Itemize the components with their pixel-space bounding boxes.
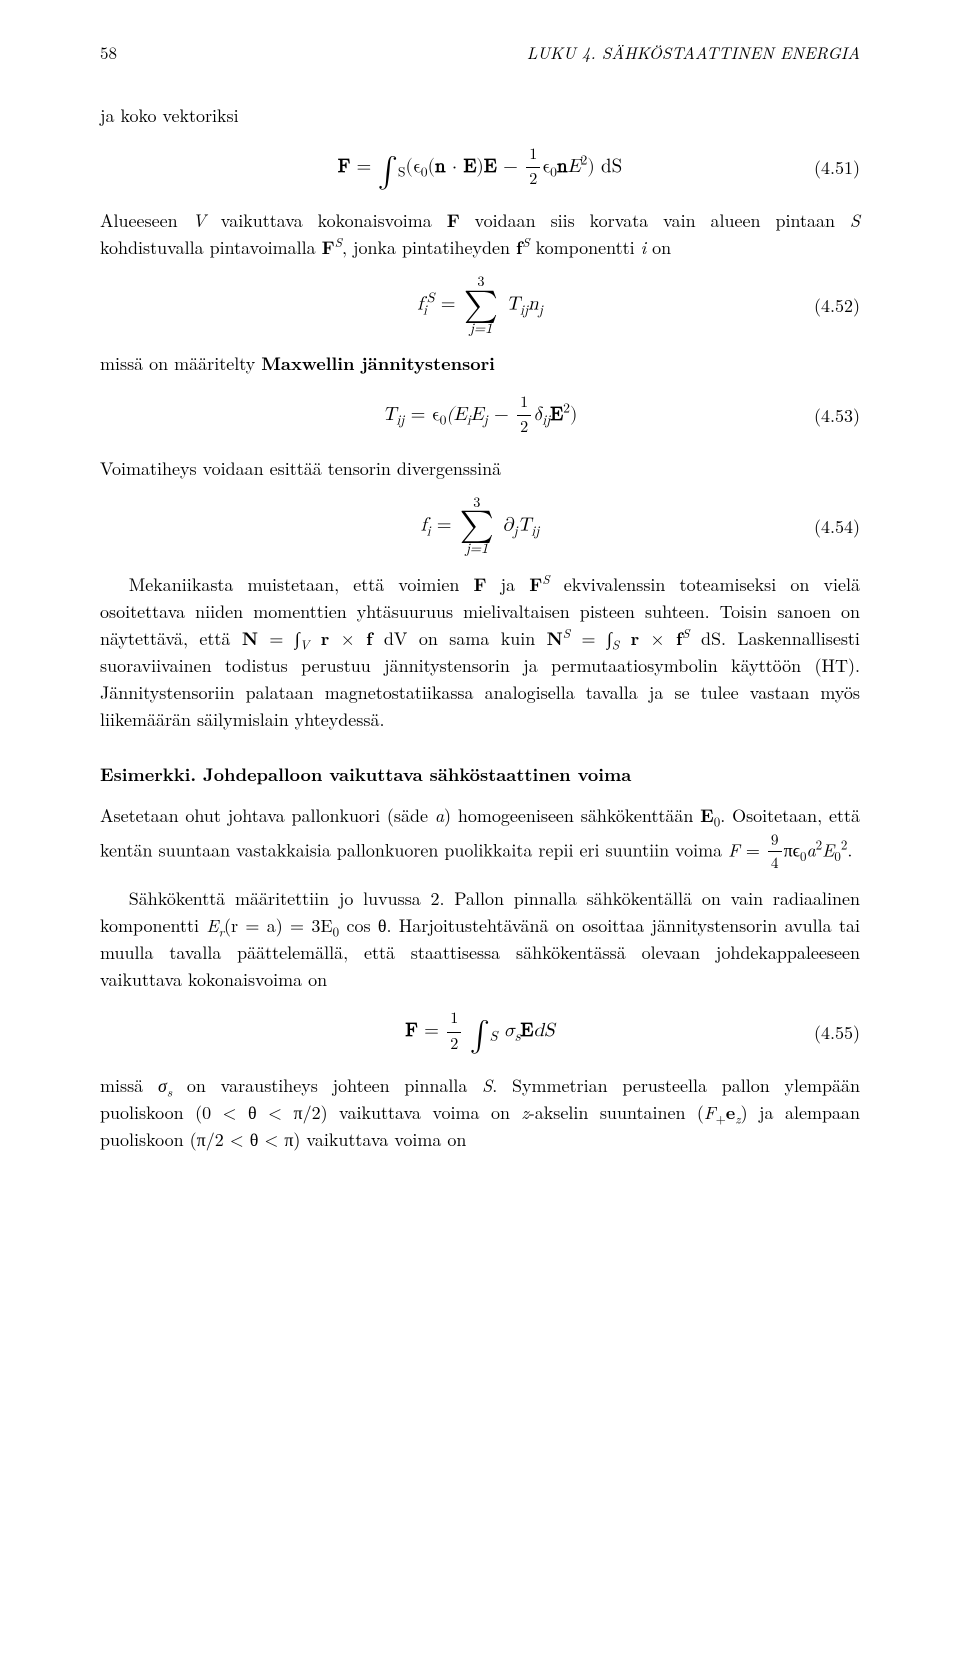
equation-4-54-body: fi = 3∑j=1 ∂jTij: [421, 496, 540, 557]
para-5: Mekaniikasta muistetaan, että voimien F …: [100, 571, 860, 733]
para-3: missä on määritelty Maxwellin jännityste…: [100, 350, 860, 377]
chapter-title: LUKU 4. SÄHKÖSTAATTINEN ENERGIA: [527, 40, 860, 66]
equation-4-53-body: Tij = ϵ0(EiEj − 12δijE2): [383, 391, 578, 440]
example-label: Esimerkki.: [100, 762, 196, 787]
equation-4-52-number: (4.52): [814, 292, 860, 319]
equation-4-55-number: (4.55): [814, 1019, 860, 1046]
para-6: Asetetaan ohut johtava pallonkuori (säde…: [100, 802, 860, 876]
page-header: 58 LUKU 4. SÄHKÖSTAATTINEN ENERGIA: [100, 40, 860, 66]
page-number: 58: [100, 40, 117, 66]
equation-4-54-number: (4.54): [814, 513, 860, 540]
para-4: Voimatiheys voidaan esittää tensorin div…: [100, 455, 860, 482]
intro-line: ja koko vektoriksi: [100, 102, 860, 129]
equation-4-53-number: (4.53): [814, 402, 860, 429]
para-2: Alueeseen V vaikuttava kokonaisvoima F v…: [100, 207, 860, 261]
equation-4-52: fiS = 3∑j=1 Tijnj (4.52): [100, 275, 860, 336]
para-7: Sähkökenttä määritettiin jo luvussa 2. P…: [100, 885, 860, 993]
equation-4-51-body: F = ∫S(ϵ0(n · E)E − 12ϵ0nE2) dS: [338, 143, 622, 194]
equation-4-52-body: fiS = 3∑j=1 Tijnj: [417, 275, 543, 336]
example-title: Johdepalloon vaikuttava sähköstaattinen …: [196, 762, 631, 787]
example-heading: Esimerkki. Johdepalloon vaikuttava sähkö…: [100, 761, 860, 788]
equation-4-54: fi = 3∑j=1 ∂jTij (4.54): [100, 496, 860, 557]
equation-4-51-number: (4.51): [814, 154, 860, 181]
equation-4-53: Tij = ϵ0(EiEj − 12δijE2) (4.53): [100, 391, 860, 440]
para-8: missä σs on varaustiheys johteen pinnall…: [100, 1072, 860, 1153]
equation-4-51: F = ∫S(ϵ0(n · E)E − 12ϵ0nE2) dS (4.51): [100, 143, 860, 194]
equation-4-55-body: F = 12 ∫S σsEdS: [405, 1007, 554, 1058]
equation-4-55: F = 12 ∫S σsEdS (4.55): [100, 1007, 860, 1058]
